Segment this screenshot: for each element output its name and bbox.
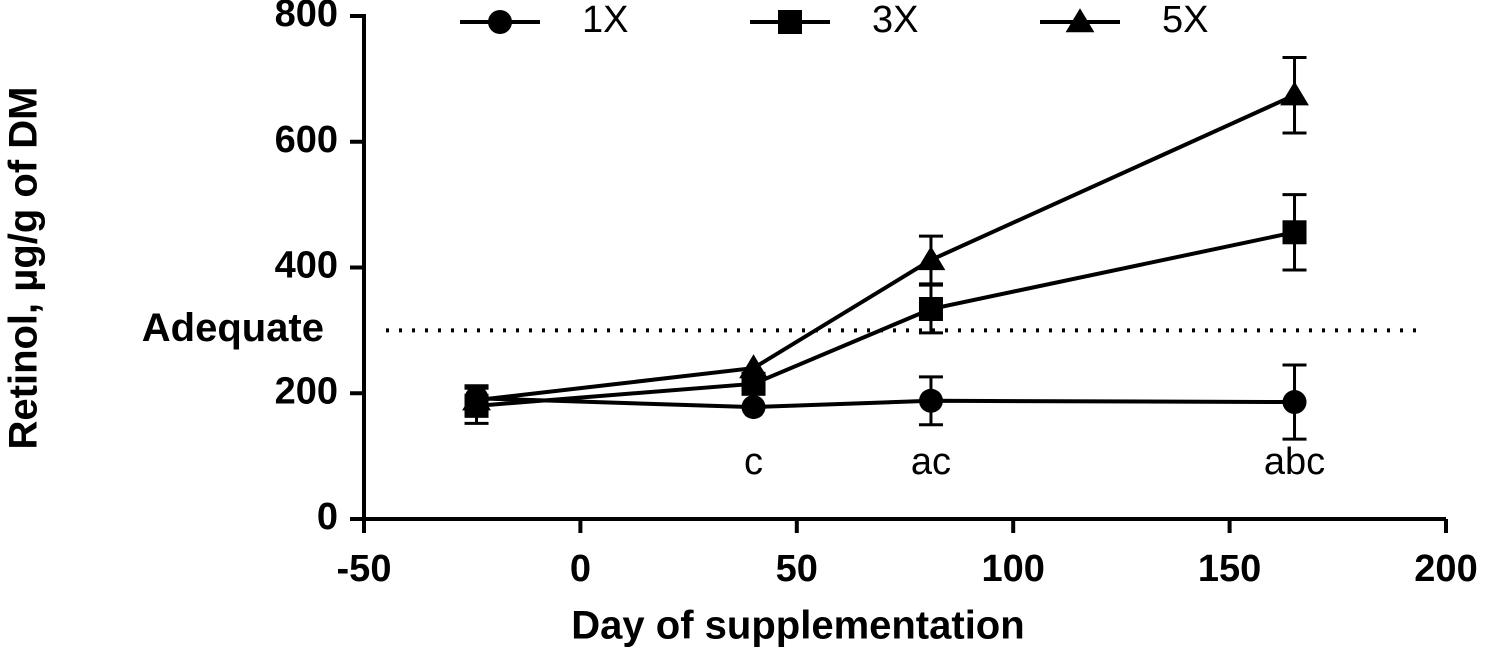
annotation: c bbox=[744, 441, 763, 483]
point bbox=[916, 246, 946, 271]
x-axis-label: Day of supplementation bbox=[571, 604, 1024, 648]
legend-marker bbox=[778, 10, 802, 34]
point bbox=[1282, 390, 1307, 415]
point bbox=[462, 386, 491, 411]
series-line bbox=[476, 396, 1295, 410]
reference-label: Adequate bbox=[142, 306, 324, 350]
y-tick-label: 0 bbox=[317, 496, 338, 538]
x-tick-label: 50 bbox=[776, 548, 818, 590]
legend-marker bbox=[488, 10, 512, 34]
x-tick-label: -50 bbox=[337, 548, 392, 590]
annotation: ac bbox=[911, 441, 951, 483]
x-tick-label: 100 bbox=[981, 548, 1044, 590]
legend-marker bbox=[1065, 8, 1095, 33]
point bbox=[1282, 220, 1307, 245]
y-tick-label: 200 bbox=[275, 370, 338, 412]
point bbox=[918, 388, 943, 413]
point bbox=[739, 354, 768, 379]
y-axis-label: Retinol, µg/g of DM bbox=[2, 87, 46, 450]
x-tick-label: 0 bbox=[570, 548, 591, 590]
y-tick-label: 400 bbox=[275, 245, 338, 287]
annotation: abc bbox=[1264, 441, 1325, 483]
legend-label: 1X bbox=[582, 0, 628, 41]
point bbox=[741, 395, 766, 420]
point bbox=[1280, 81, 1309, 106]
point bbox=[918, 296, 943, 321]
x-tick-label: 200 bbox=[1414, 548, 1477, 590]
legend-label: 5X bbox=[1162, 0, 1208, 41]
series-line bbox=[476, 230, 1295, 408]
y-tick-label: 600 bbox=[275, 119, 338, 161]
x-tick-label: 150 bbox=[1198, 548, 1261, 590]
y-tick-label: 800 bbox=[275, 0, 338, 35]
legend-label: 3X bbox=[872, 0, 918, 41]
series-line bbox=[476, 93, 1296, 403]
